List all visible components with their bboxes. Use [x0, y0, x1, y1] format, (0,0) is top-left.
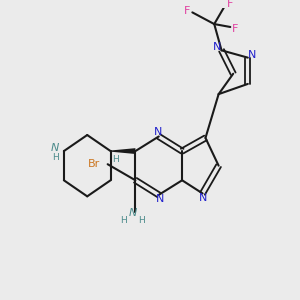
Text: Br: Br: [88, 159, 100, 169]
Text: H: H: [112, 155, 119, 164]
Text: F: F: [232, 24, 239, 34]
Text: N: N: [213, 41, 221, 52]
Polygon shape: [111, 148, 135, 154]
Text: N: N: [155, 194, 164, 204]
Text: N: N: [199, 193, 208, 203]
Text: H: H: [138, 216, 145, 225]
Text: N: N: [128, 208, 137, 218]
Text: H: H: [120, 216, 127, 225]
Text: N: N: [154, 127, 162, 137]
Text: F: F: [184, 6, 190, 16]
Text: H: H: [52, 153, 58, 162]
Text: N: N: [51, 143, 59, 153]
Text: F: F: [226, 0, 233, 9]
Text: N: N: [248, 50, 256, 60]
